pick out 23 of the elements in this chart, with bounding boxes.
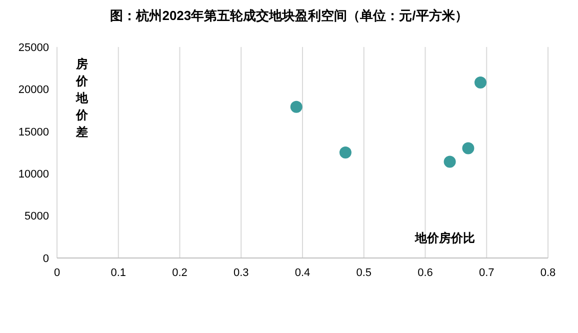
y-tick-label: 0 (42, 252, 49, 265)
chart-title: 图：杭州2023年第五轮成交地块盈利空间（单位：元/平方米） (110, 8, 468, 23)
point (474, 76, 486, 88)
x-tick-label: 0.4 (294, 267, 310, 279)
point (290, 100, 302, 113)
point (444, 156, 456, 168)
y-tick-label: 15000 (18, 126, 49, 138)
y-tick-label: 10000 (18, 168, 49, 180)
x-tick-label: 0.8 (540, 267, 556, 279)
y-tick-label: 5000 (24, 210, 49, 223)
x-tick-label: 0.2 (172, 267, 188, 279)
point (462, 142, 474, 154)
x-axis-title: 地价房价比 (414, 231, 475, 245)
x-tick-label: 0.3 (233, 267, 249, 279)
y-tick-label: 20000 (18, 84, 49, 96)
point (339, 146, 352, 158)
x-tick-label: 0.1 (110, 267, 126, 279)
x-tick-label: 0.6 (418, 267, 433, 279)
x-tick-label: 0.7 (478, 267, 494, 279)
y-tick-label: 25000 (18, 42, 49, 54)
x-tick-label: 0 (54, 267, 60, 279)
y-axis-title: 房价地价差 (75, 57, 89, 139)
x-tick-label: 0.5 (356, 267, 372, 279)
